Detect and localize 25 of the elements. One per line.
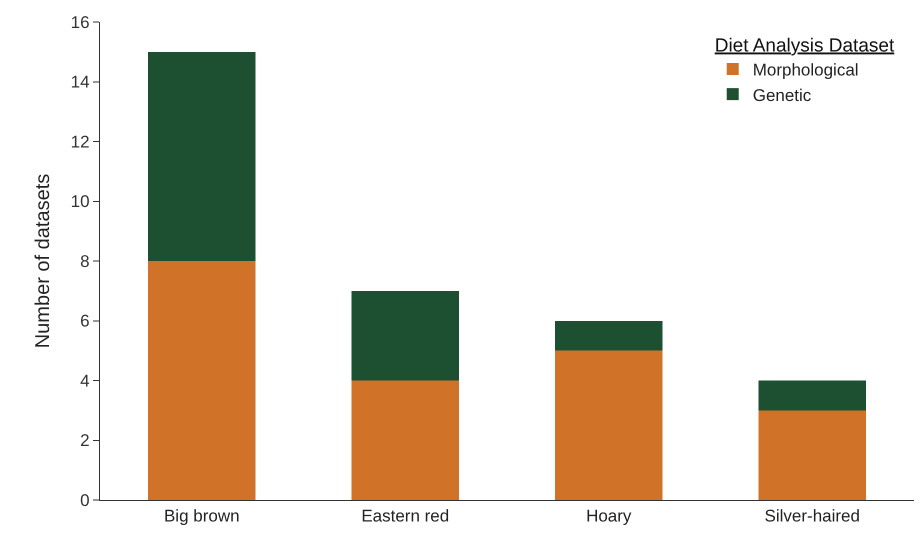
bar (758, 410, 866, 500)
x-tick-label: Hoary (586, 506, 632, 526)
bar (554, 350, 663, 500)
legend-title: Diet Analysis Dataset (714, 35, 895, 56)
bar (148, 52, 256, 261)
y-tick-label: 16 (70, 12, 90, 32)
y-tick-label: 6 (80, 312, 90, 331)
x-tick-label: Eastern red (361, 506, 450, 526)
y-tick-label: 0 (80, 490, 90, 510)
legend-label: Genetic (752, 86, 812, 105)
y-tick-label: 12 (70, 132, 90, 152)
y-tick-label: 8 (80, 252, 90, 271)
bar (148, 261, 256, 500)
y-tick-label: 10 (70, 192, 90, 212)
x-tick-label: Big brown (164, 506, 240, 526)
bar (351, 290, 460, 380)
y-axis-title: Number of datasets (32, 174, 54, 348)
bar (758, 380, 866, 410)
y-tick-label: 2 (80, 431, 90, 450)
y-tick-label: 4 (80, 371, 90, 390)
x-tick-label: Silver-haired (764, 506, 860, 526)
y-tick-label: 14 (70, 72, 90, 92)
legend-label: Morphological (752, 60, 859, 80)
bar (351, 380, 460, 500)
bar (554, 320, 663, 351)
